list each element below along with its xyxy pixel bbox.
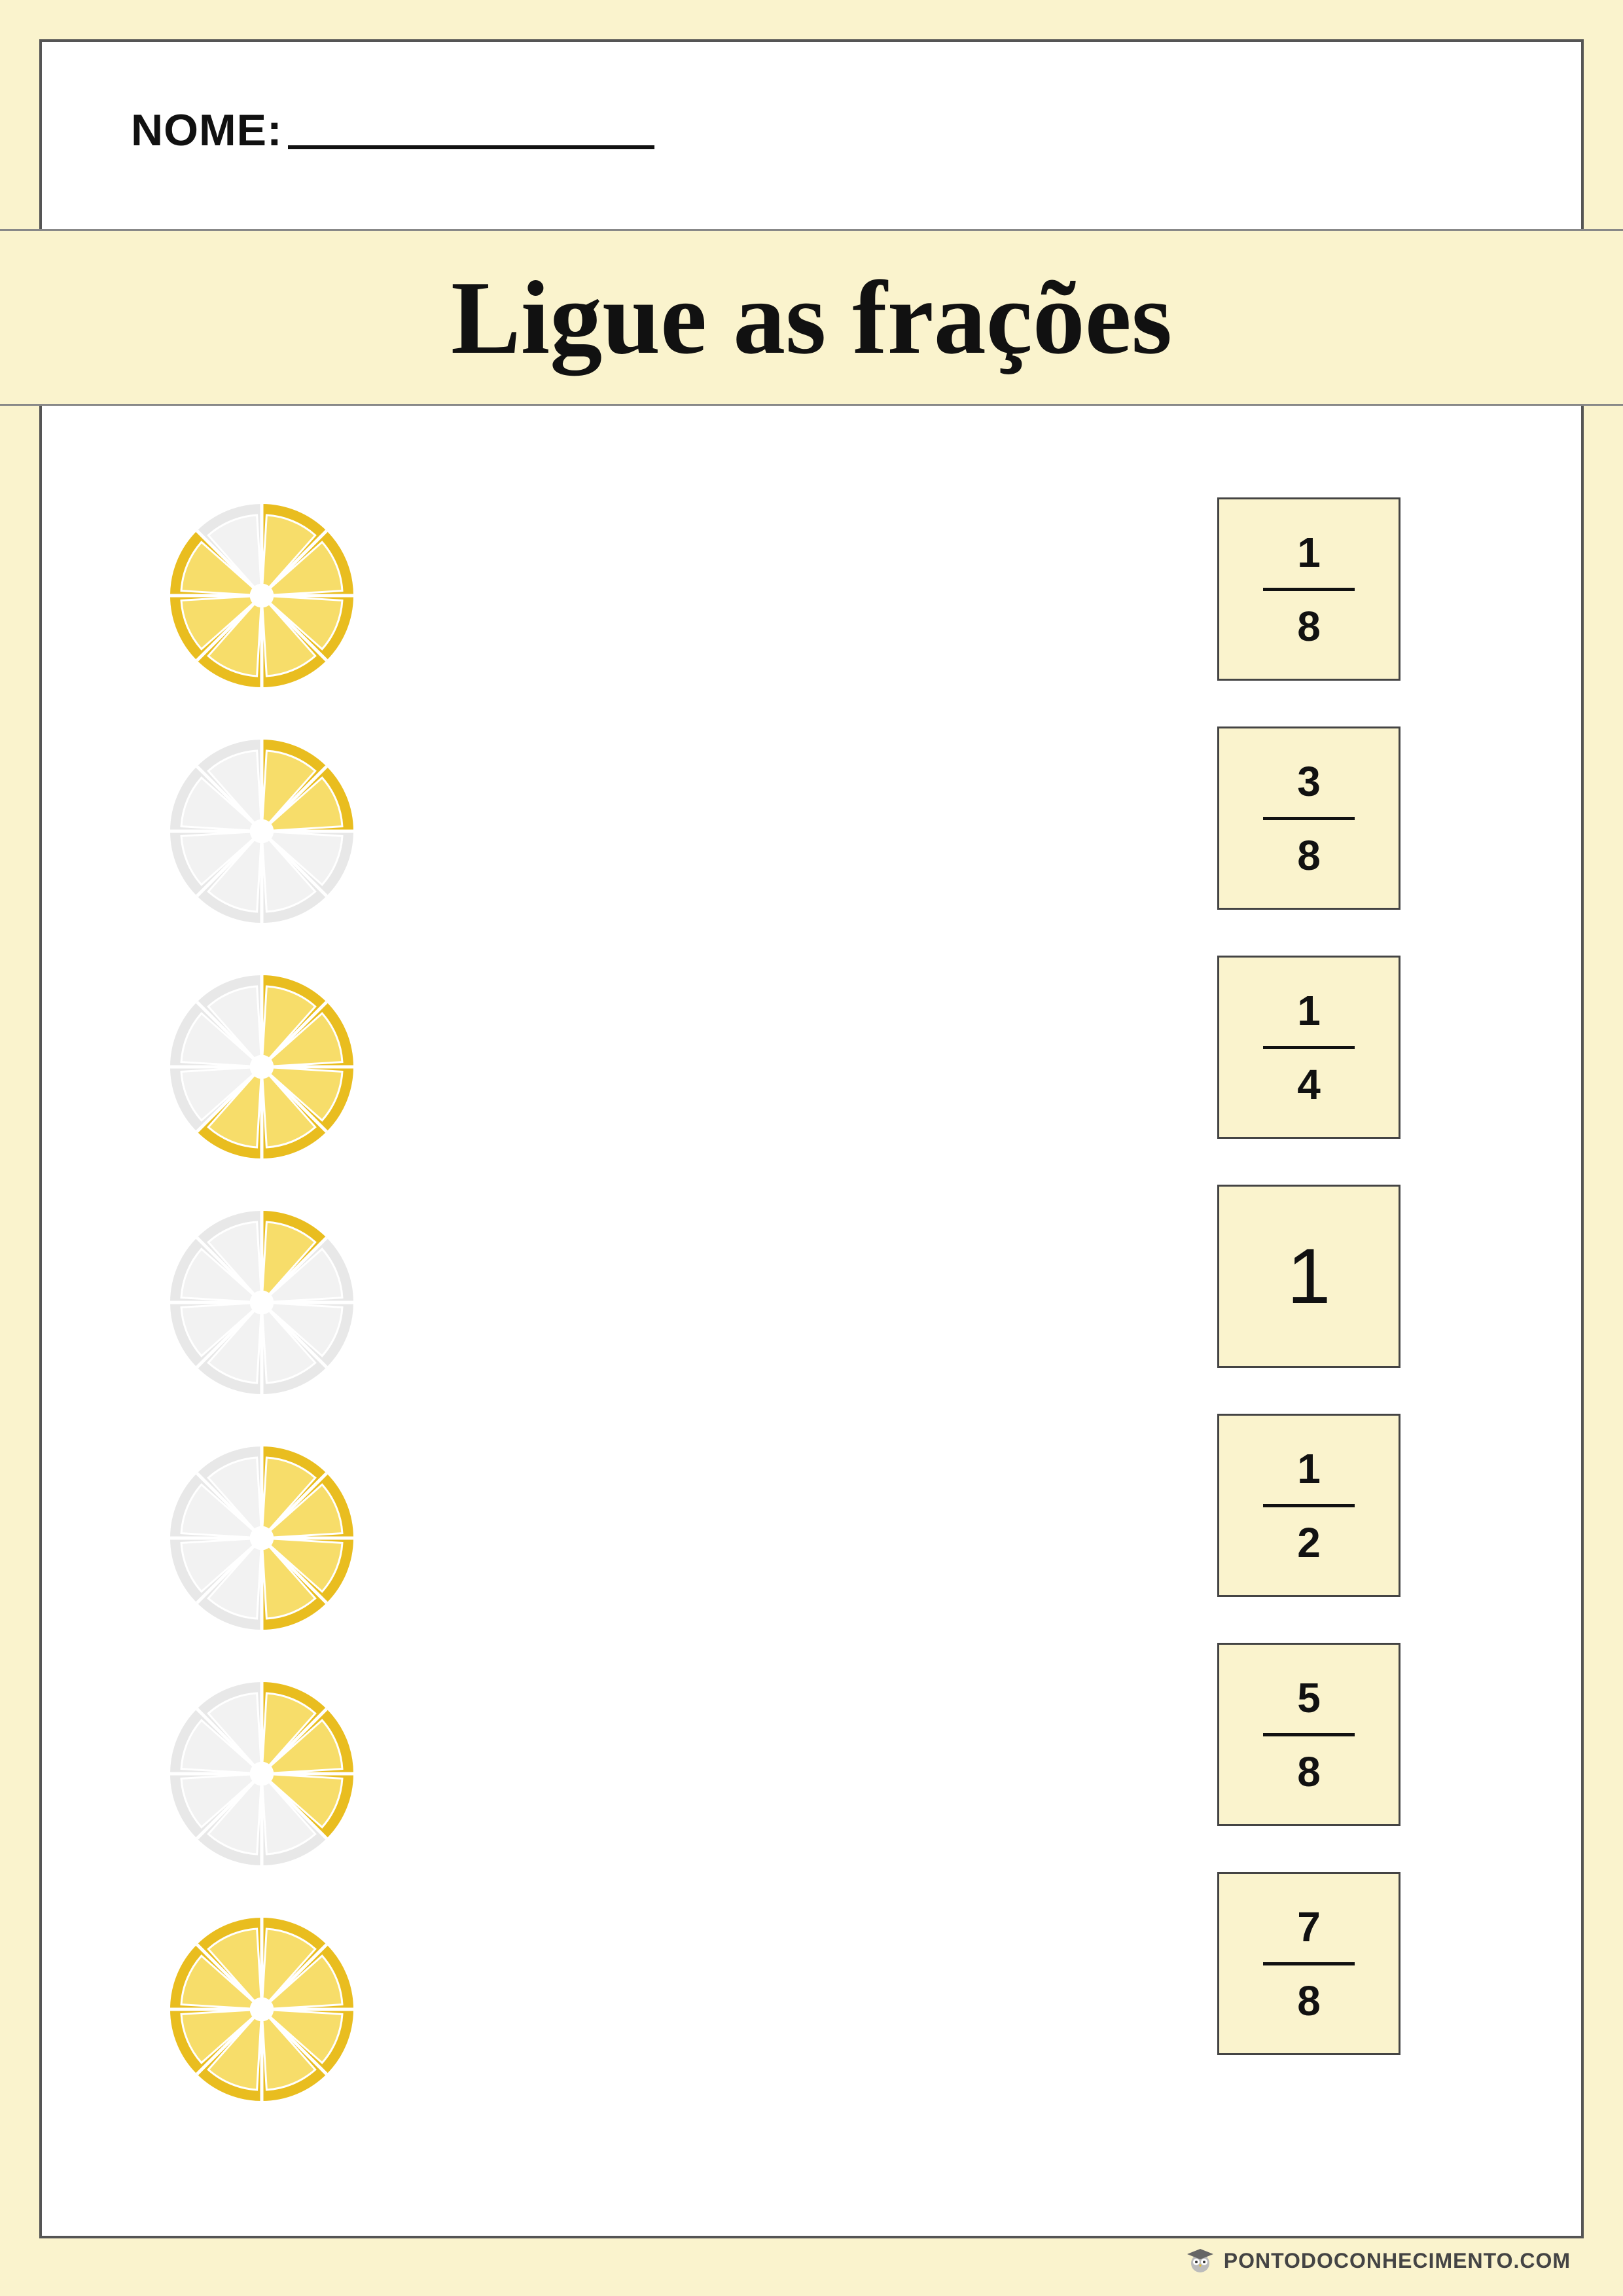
- lemon-fraction-diagram[interactable]: [170, 975, 353, 1158]
- fraction-numerator: 3: [1297, 761, 1321, 802]
- fraction-numerator: 1: [1297, 990, 1321, 1031]
- fraction-bar: [1263, 1733, 1355, 1736]
- fraction-box[interactable]: 78: [1217, 1872, 1400, 2055]
- lemon-fraction-diagram[interactable]: [170, 1211, 353, 1394]
- lemon-fraction-diagram[interactable]: [170, 740, 353, 923]
- lemon-fraction-diagram[interactable]: [170, 504, 353, 687]
- fraction-denominator: 2: [1297, 1522, 1321, 1564]
- fraction-numerator: 1: [1297, 1448, 1321, 1490]
- fraction-bar: [1263, 817, 1355, 820]
- fraction-numerator: 1: [1297, 531, 1321, 573]
- fraction-box[interactable]: 38: [1217, 726, 1400, 910]
- fraction-denominator: 8: [1297, 605, 1321, 647]
- name-label: NOME:: [131, 105, 283, 156]
- page-title: Ligue as frações: [451, 257, 1172, 378]
- fraction-numerator: 7: [1297, 1906, 1321, 1948]
- fraction-whole: 1: [1287, 1231, 1331, 1321]
- worksheet-content: 1838141125878: [39, 419, 1584, 2238]
- owl-logo-icon: [1185, 2245, 1216, 2276]
- fraction-bar: [1263, 1962, 1355, 1965]
- fraction-denominator: 8: [1297, 834, 1321, 876]
- lemon-fraction-diagram[interactable]: [170, 1682, 353, 1865]
- fraction-box[interactable]: 18: [1217, 497, 1400, 681]
- fraction-box[interactable]: 1: [1217, 1185, 1400, 1368]
- fraction-numerator: 5: [1297, 1677, 1321, 1719]
- lemon-fraction-diagram[interactable]: [170, 1918, 353, 2101]
- fraction-bar: [1263, 588, 1355, 591]
- fraction-bar: [1263, 1504, 1355, 1507]
- footer-text: PONTODOCONHECIMENTO.COM: [1224, 2249, 1571, 2273]
- fraction-bar: [1263, 1046, 1355, 1049]
- fraction-box[interactable]: 12: [1217, 1414, 1400, 1597]
- lemon-fraction-diagram[interactable]: [170, 1446, 353, 1630]
- name-input-line[interactable]: [288, 145, 654, 149]
- name-row: NOME:: [131, 105, 654, 156]
- lemons-column: [170, 504, 380, 2101]
- fractions-column: 1838141125878: [1217, 497, 1414, 2055]
- fraction-box[interactable]: 14: [1217, 956, 1400, 1139]
- footer: PONTODOCONHECIMENTO.COM: [1185, 2245, 1571, 2276]
- fraction-denominator: 8: [1297, 1980, 1321, 2022]
- fraction-denominator: 4: [1297, 1064, 1321, 1105]
- title-banner: Ligue as frações: [0, 229, 1623, 406]
- fraction-denominator: 8: [1297, 1751, 1321, 1793]
- fraction-box[interactable]: 58: [1217, 1643, 1400, 1826]
